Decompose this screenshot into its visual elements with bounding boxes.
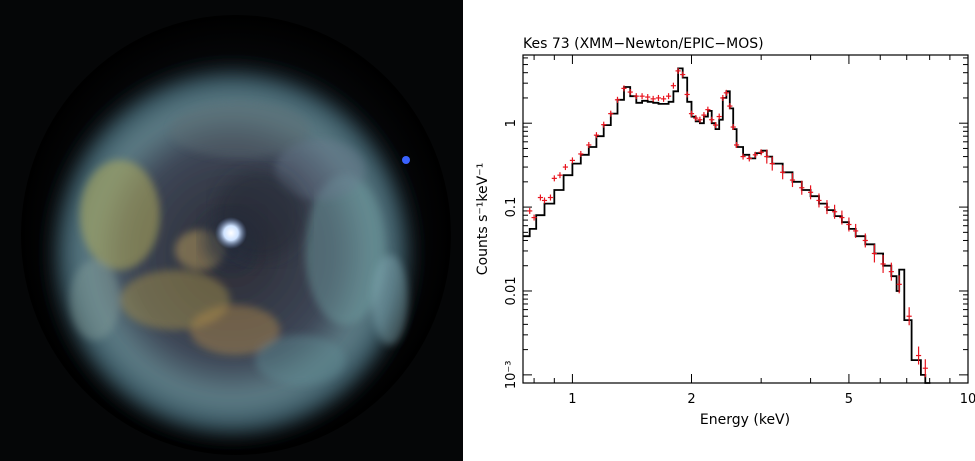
data-point [661, 95, 667, 102]
data-point [723, 89, 729, 96]
model-step-line [523, 67, 931, 384]
data-point [578, 150, 584, 157]
data-point [614, 96, 621, 103]
data-point [846, 217, 852, 232]
data-point [740, 153, 746, 160]
data-point [531, 214, 537, 221]
chart-title: Kes 73 (XMM−Newton/EPIC−MOS) [523, 36, 764, 52]
data-point [697, 116, 703, 123]
x-tick-label: 10 [960, 392, 975, 407]
data-point [527, 207, 533, 214]
data-point [684, 91, 690, 98]
data-point [627, 89, 633, 96]
central-point-source [215, 217, 247, 249]
data-point [639, 93, 645, 100]
data-point [824, 200, 830, 215]
data-point [922, 359, 928, 378]
data-point [633, 93, 639, 100]
data-point [727, 103, 733, 110]
data-point [547, 194, 554, 201]
plot-frame [522, 54, 969, 384]
data-point [746, 155, 752, 162]
data-point [680, 71, 686, 78]
data-point [839, 210, 845, 225]
data-point [769, 156, 775, 171]
data-point [880, 254, 886, 273]
data-point [569, 157, 576, 164]
data-point [789, 173, 796, 188]
spectrum-chart: Kes 73 (XMM−Newton/EPIC−MOS) 1 2 5 10 10⁻³ 0.… [475, 36, 975, 428]
data-point [758, 149, 764, 156]
y-tick-label: 10⁻³ [504, 361, 519, 390]
data-point [551, 175, 557, 182]
data-point [586, 141, 592, 148]
data-point [557, 172, 563, 179]
data-point [896, 275, 902, 294]
data-point [906, 307, 912, 326]
data-point [608, 110, 614, 117]
data-point [709, 116, 715, 123]
data-point [888, 262, 894, 281]
data-point [665, 93, 672, 100]
data-point [537, 194, 543, 201]
data-point [712, 122, 719, 129]
data-point [670, 82, 676, 89]
data-point [816, 193, 822, 208]
x-tick-label: 5 [845, 392, 853, 407]
data-point [693, 115, 699, 122]
data-point [733, 141, 740, 148]
data-point [799, 180, 805, 195]
data-point [593, 132, 600, 139]
data-point [645, 94, 651, 101]
data-point [650, 95, 656, 102]
data-point [808, 185, 814, 200]
data-point [915, 346, 922, 365]
field-star [402, 156, 410, 164]
data-point [853, 223, 859, 238]
data-point [730, 124, 736, 131]
xray-remnant-image [0, 0, 463, 461]
data-point [832, 204, 838, 219]
x-axis-label: Energy (keV) [700, 412, 790, 428]
data-point [720, 94, 726, 101]
data-point [752, 151, 758, 158]
data-point [655, 94, 662, 101]
axis-ticks [523, 55, 969, 383]
x-tick-label: 2 [687, 392, 695, 407]
axis-tick-labels: 1 2 5 10 10⁻³ 0.01 0.1 1 [504, 119, 975, 407]
data-point [764, 149, 770, 164]
y-tick-label: 1 [504, 119, 519, 127]
data-point [601, 121, 607, 128]
data-point [871, 244, 877, 263]
data-point [688, 110, 695, 117]
data-point [705, 106, 711, 113]
data-point [675, 67, 681, 74]
y-axis-label: Counts s⁻¹keV⁻¹ [475, 163, 491, 275]
model-series [523, 67, 931, 384]
data-point [541, 197, 548, 204]
data-point [701, 112, 707, 119]
data-point [780, 165, 786, 180]
data-point [716, 113, 722, 120]
data-series [527, 67, 928, 378]
data-point [621, 85, 627, 92]
y-tick-label: 0.1 [504, 197, 519, 218]
data-point [562, 164, 568, 171]
y-tick-label: 0.01 [504, 277, 519, 306]
data-point [862, 233, 868, 248]
x-tick-label: 1 [568, 392, 576, 407]
